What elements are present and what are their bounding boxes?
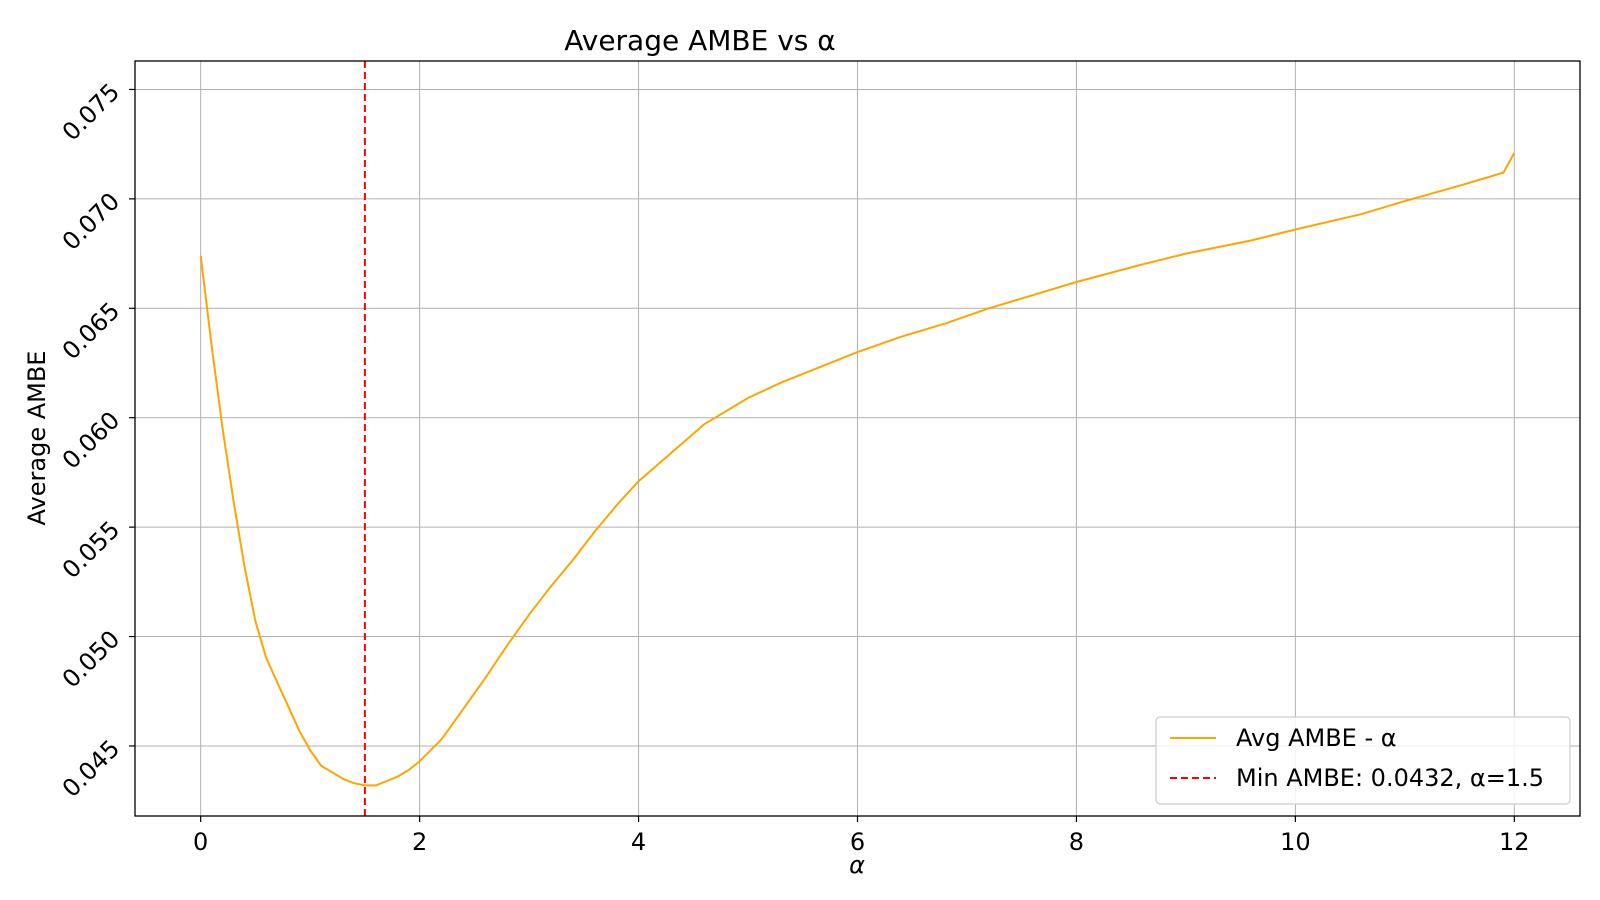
- y-axis-ticks: 0.045 0.050 0.055 0.060 0.065 0.070 0.075: [57, 78, 135, 803]
- y-tick-label: 0.045: [57, 734, 125, 802]
- y-tick-label: 0.065: [57, 297, 125, 365]
- y-axis-label: Average AMBE: [23, 351, 51, 526]
- y-tick-label: 0.050: [57, 625, 125, 693]
- legend-label-min-ambe: Min AMBE: 0.0432, α=1.5: [1236, 764, 1544, 792]
- x-tick-label: 4: [631, 828, 646, 856]
- y-tick-label: 0.055: [57, 516, 125, 584]
- legend: Avg AMBE - α Min AMBE: 0.0432, α=1.5: [1155, 716, 1571, 805]
- x-tick-label: 12: [1499, 828, 1530, 856]
- x-tick-label: 0: [193, 828, 208, 856]
- x-tick-label: 10: [1280, 828, 1311, 856]
- x-axis-label: α: [849, 851, 865, 879]
- series-layer: [199, 61, 1516, 816]
- y-tick-label: 0.060: [57, 406, 125, 474]
- legend-label-avg-ambe: Avg AMBE - α: [1236, 724, 1397, 752]
- x-axis-ticks: 0 2 4 6 8 10 12: [193, 816, 1530, 856]
- x-tick-label: 6: [850, 828, 865, 856]
- grid: [135, 61, 1580, 816]
- series-line-avg-ambe: [199, 152, 1516, 787]
- y-tick-label: 0.075: [57, 78, 125, 146]
- chart-title: Average AMBE vs α: [564, 24, 836, 57]
- x-tick-label: 8: [1069, 828, 1084, 856]
- legend-box: [1155, 716, 1571, 805]
- y-tick-label: 0.070: [57, 187, 125, 255]
- x-tick-label: 2: [412, 828, 427, 856]
